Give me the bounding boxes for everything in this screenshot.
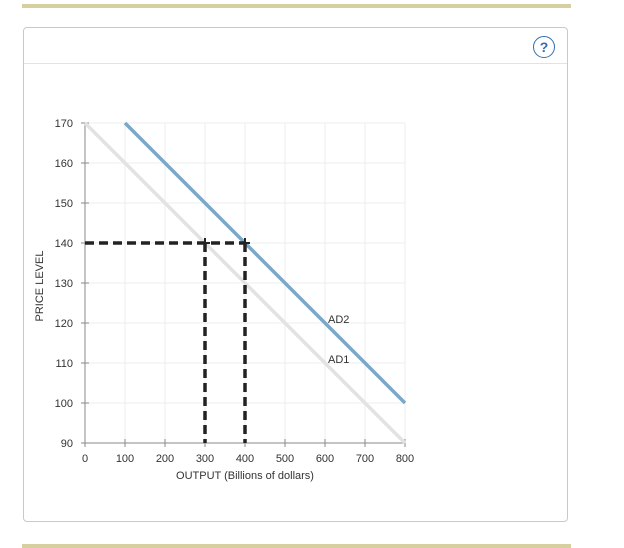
y-tick-label: 120	[55, 318, 73, 330]
series-line-ad1	[83, 121, 407, 445]
x-tick-label: 600	[316, 453, 334, 465]
y-tick-label: 100	[55, 398, 73, 410]
panel-header-divider	[24, 63, 567, 64]
x-tick-label: 0	[82, 453, 88, 465]
x-tick-label: 300	[196, 453, 214, 465]
y-tick-label: 90	[61, 438, 73, 450]
top-accent-rule	[22, 4, 571, 8]
graph-panel: ?	[23, 27, 568, 522]
y-tick-label: 150	[55, 198, 73, 210]
y-tick-label: 170	[55, 118, 73, 130]
y-tick-label: 160	[55, 158, 73, 170]
series-line-ad2	[123, 121, 407, 405]
x-tick-label: 100	[116, 453, 134, 465]
x-tick-label: 700	[356, 453, 374, 465]
x-tick-label: 400	[236, 453, 254, 465]
series-label-ad2: AD2	[328, 314, 349, 326]
y-axis-title: PRICE LEVEL	[34, 251, 46, 322]
y-tick-label: 110	[55, 358, 73, 370]
x-tick-label: 500	[276, 453, 294, 465]
labels: AD1 AD2	[328, 314, 349, 366]
guide-lines	[85, 238, 250, 443]
series-lines	[83, 121, 407, 445]
series-label-ad1: AD1	[328, 354, 349, 366]
x-tick-label: 800	[396, 453, 414, 465]
bottom-accent-rule	[22, 544, 571, 548]
y-tick-label: 140	[55, 238, 73, 250]
help-icon[interactable]: ?	[533, 36, 555, 58]
x-tick-label: 200	[156, 453, 174, 465]
axes: 90 100 110 120 130 140 150 160 170 0 100 200 300 400 5…	[55, 118, 415, 465]
x-axis-title: OUTPUT (Billions of dollars)	[176, 470, 314, 482]
y-tick-label: 130	[55, 278, 73, 290]
